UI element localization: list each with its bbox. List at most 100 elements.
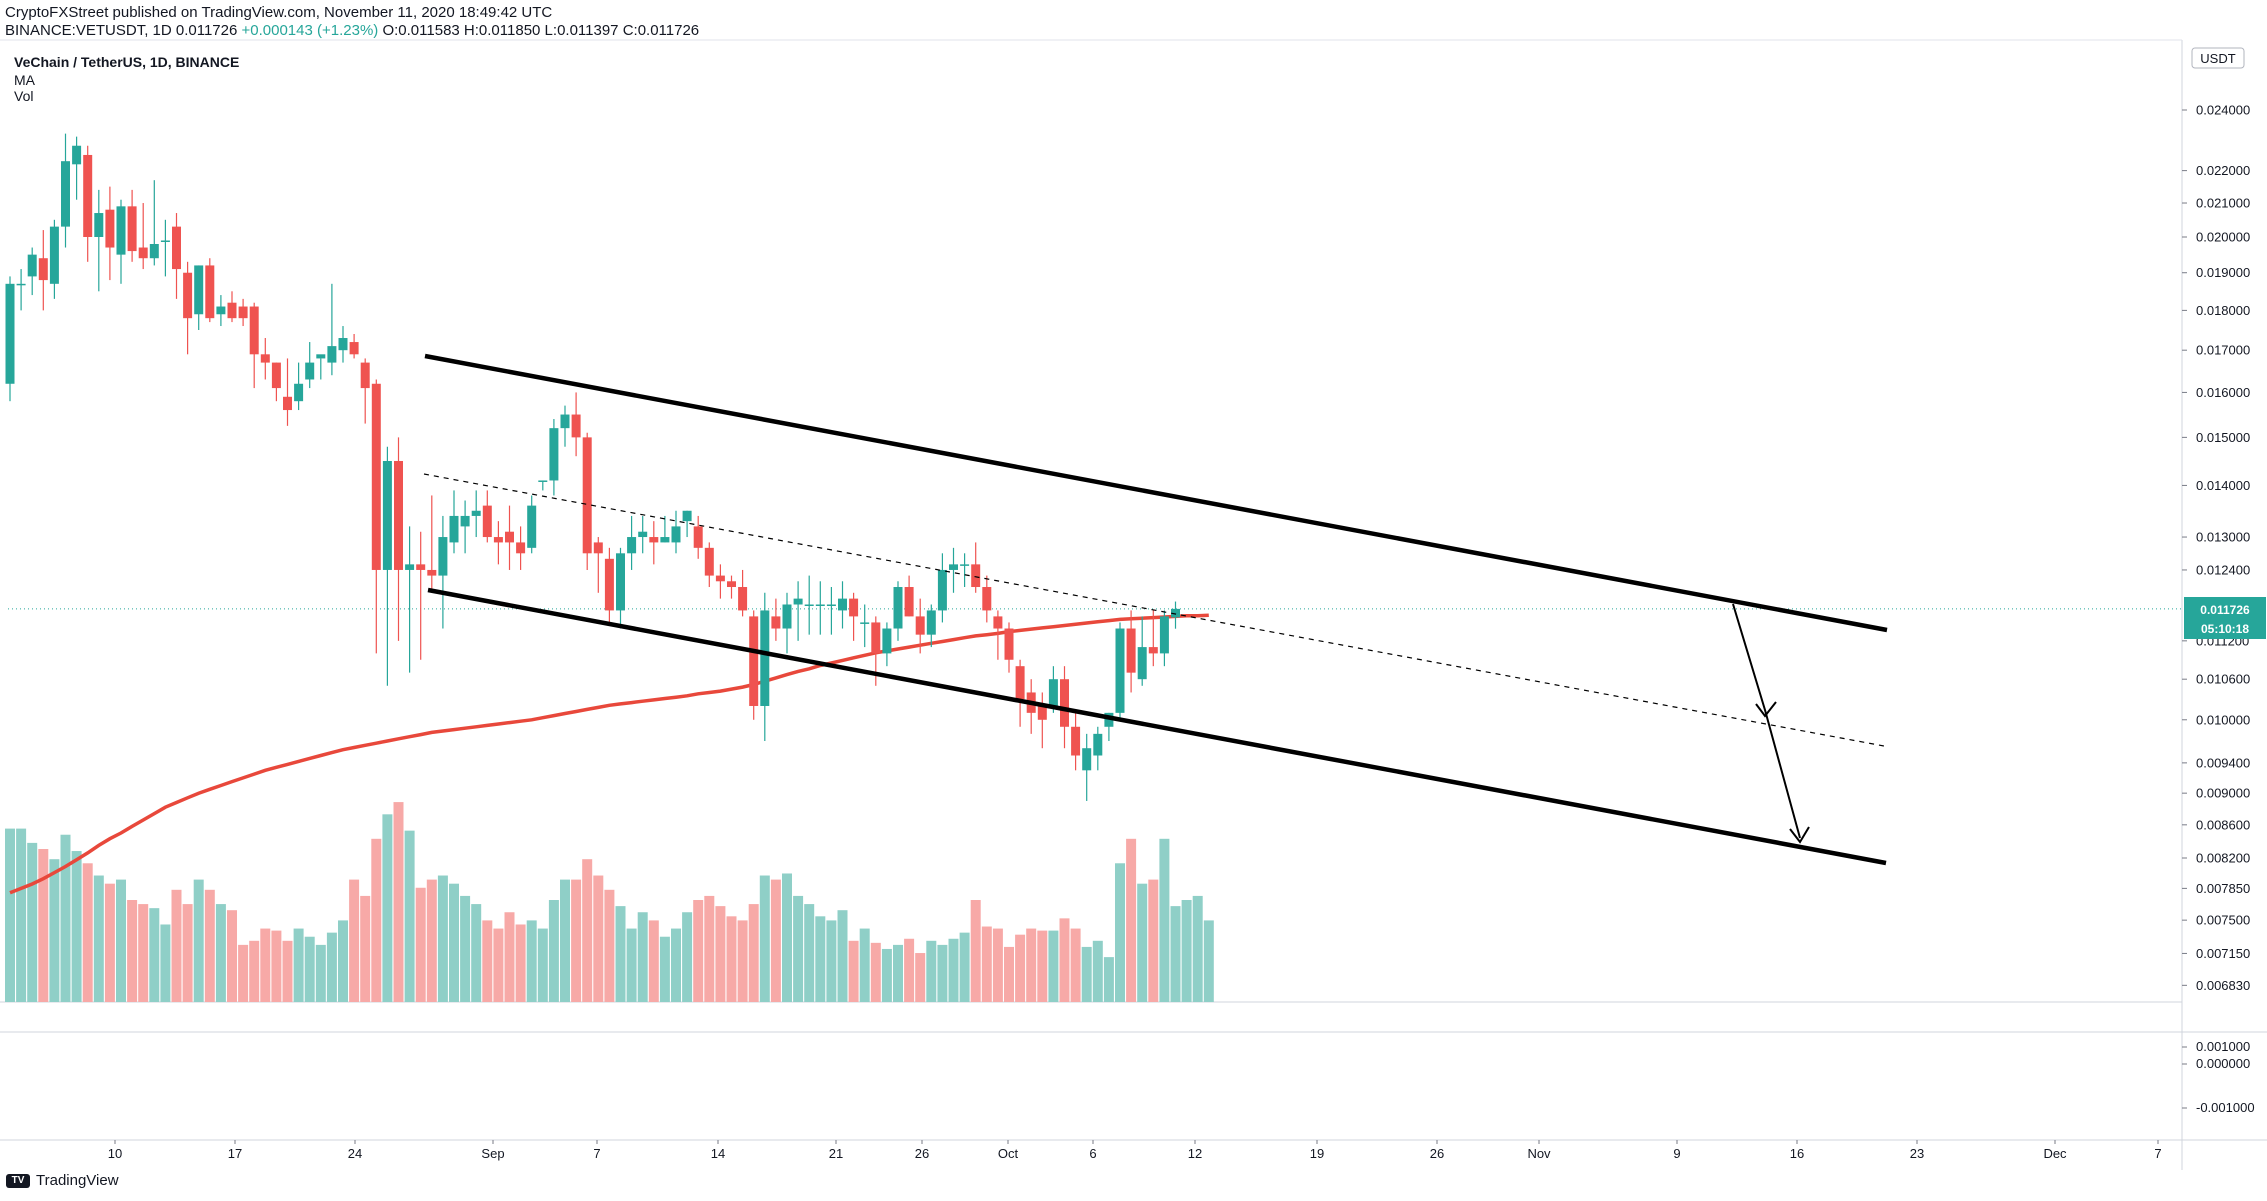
candle-body xyxy=(482,505,492,538)
open-label: O: xyxy=(382,22,399,39)
volume-bar xyxy=(404,830,415,1002)
candle-body xyxy=(83,154,93,237)
volume-bar xyxy=(437,875,448,1002)
candle-body xyxy=(94,213,104,237)
date-tick-label: Nov xyxy=(1527,1146,1551,1161)
candle xyxy=(271,362,281,402)
close-value: 0.011726 xyxy=(637,22,700,39)
candle-body xyxy=(516,542,526,554)
candle xyxy=(416,531,426,660)
candle-body xyxy=(360,362,370,389)
candle xyxy=(94,189,104,292)
indicator-tick-label: 0.000000 xyxy=(2196,1056,2250,1071)
candle xyxy=(926,604,936,648)
candle-body xyxy=(271,362,281,389)
volume-bar xyxy=(504,912,515,1002)
price-tick-label: 0.019000 xyxy=(2196,265,2250,280)
volume-bar xyxy=(959,932,970,1002)
ma-legend[interactable]: MA xyxy=(14,72,35,88)
candle-body xyxy=(127,206,137,252)
candle-body xyxy=(1159,616,1169,654)
volume-bar xyxy=(759,875,770,1002)
date-axis: 10 17 24 Sep 7 14 21 26 Oct 6 12 19 26 Nov 9 16 23 Dec 7 xyxy=(108,1140,2162,1161)
candle-body xyxy=(838,598,847,611)
candle xyxy=(749,610,759,720)
candle xyxy=(27,247,37,296)
candle-body xyxy=(704,547,714,576)
candle xyxy=(172,213,181,299)
volume-bar xyxy=(82,863,93,1002)
low-label: L: xyxy=(544,22,558,39)
candle-body xyxy=(738,587,748,611)
candle xyxy=(1137,616,1147,686)
volume-bar xyxy=(371,838,382,1002)
vol-legend[interactable]: Vol xyxy=(14,88,34,104)
candle-body xyxy=(727,581,736,588)
candle xyxy=(1015,659,1025,727)
volume-bar xyxy=(1192,895,1203,1002)
candle xyxy=(838,581,847,629)
last-price-tag: 0.011726 05:10:18 xyxy=(2184,597,2266,639)
candle xyxy=(571,392,581,457)
volume-bar xyxy=(992,928,1003,1002)
volume-bar xyxy=(238,944,249,1002)
candle xyxy=(1126,610,1136,693)
volume-bar xyxy=(815,916,826,1002)
candle-body xyxy=(505,531,514,543)
candle xyxy=(216,295,226,327)
date-tick-label: 24 xyxy=(348,1146,362,1161)
candle-body xyxy=(882,628,892,654)
candle-body xyxy=(949,564,958,570)
candle xyxy=(826,587,836,635)
candle-body xyxy=(793,598,803,605)
candle xyxy=(549,419,559,496)
trend-channel-drawings xyxy=(423,353,1888,866)
candle xyxy=(405,526,415,673)
candle-body xyxy=(960,564,970,566)
candle xyxy=(593,537,603,593)
candle-body xyxy=(693,526,703,548)
high-value: 0.011850 xyxy=(478,22,541,39)
candle xyxy=(971,542,981,593)
volume-bar xyxy=(904,938,915,1002)
volume-bar xyxy=(526,920,537,1002)
candle-body xyxy=(138,247,148,259)
volume-bar xyxy=(737,920,748,1002)
tradingview-logo[interactable]: TV TradingView xyxy=(6,1172,119,1189)
candle xyxy=(560,405,570,447)
volume-bar xyxy=(837,910,848,1002)
candle xyxy=(305,342,315,389)
last-value: 0.011726 xyxy=(175,22,238,39)
date-tick-label: 7 xyxy=(593,1146,600,1161)
candle xyxy=(516,526,526,570)
volume-bar xyxy=(804,904,815,1002)
price-tick-label: 0.010600 xyxy=(2196,672,2250,687)
volume-bar xyxy=(304,936,315,1002)
candle xyxy=(482,490,492,543)
volume-bar xyxy=(215,904,226,1002)
date-tick-label: 14 xyxy=(711,1146,725,1161)
candle-body xyxy=(1093,733,1103,756)
volume-bar xyxy=(793,895,804,1002)
candle-body xyxy=(826,604,836,606)
arrowhead-end xyxy=(1789,826,1810,844)
date-tick-label: Dec xyxy=(2043,1146,2067,1161)
price-tick-label: 0.015000 xyxy=(2196,430,2250,445)
currency-badge[interactable]: USDT xyxy=(2191,47,2245,69)
candle xyxy=(449,490,459,554)
volume-bar xyxy=(748,904,759,1002)
volume-bar xyxy=(1081,946,1092,1002)
price-tick-label: 0.006830 xyxy=(2196,978,2250,993)
volume-bar xyxy=(38,849,49,1002)
volume-bar xyxy=(326,932,337,1002)
candle-body xyxy=(893,587,903,629)
volume-bar xyxy=(1170,906,1181,1002)
candle xyxy=(149,180,159,266)
volume-bar xyxy=(859,928,870,1002)
volume-bar xyxy=(471,904,482,1002)
date-tick-label: 7 xyxy=(2154,1146,2161,1161)
volume-bar xyxy=(870,942,881,1002)
series-legend-title[interactable]: VeChain / TetherUS, 1D, BINANCE xyxy=(14,54,240,70)
candle xyxy=(793,581,803,641)
candle xyxy=(1115,622,1125,720)
